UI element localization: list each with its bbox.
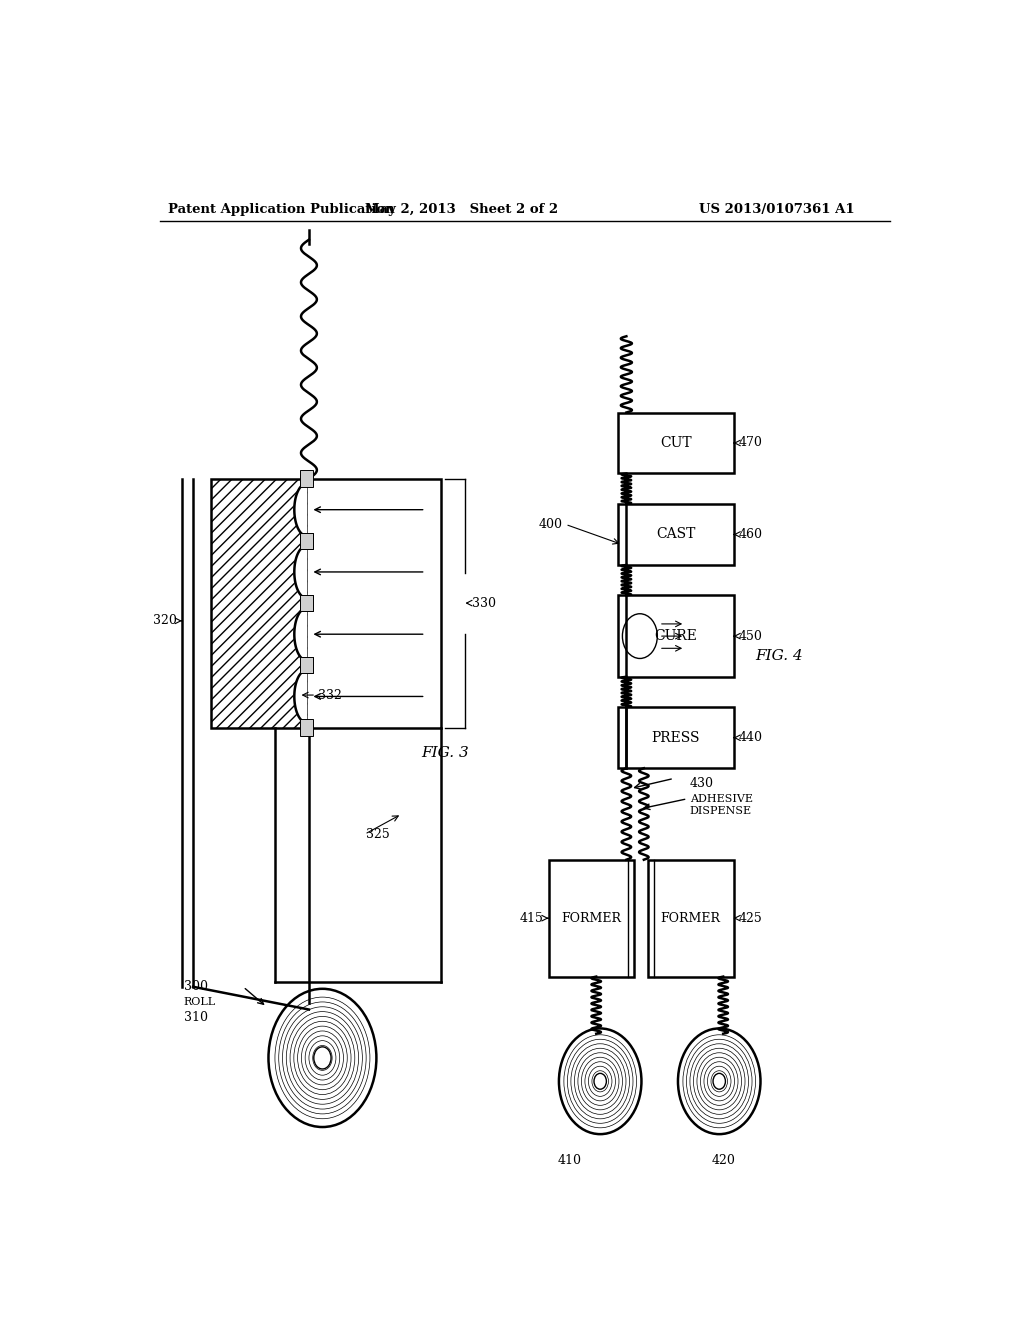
Text: 310: 310 [183, 1011, 208, 1024]
Text: ADHESIVE: ADHESIVE [690, 793, 753, 804]
Bar [300, 657, 313, 673]
Text: CUT: CUT [660, 436, 692, 450]
Text: PRESS: PRESS [651, 731, 700, 744]
Text: ROLL: ROLL [183, 997, 216, 1007]
Bar [300, 719, 313, 735]
Circle shape [713, 1073, 725, 1089]
Text: May 2, 2013   Sheet 2 of 2: May 2, 2013 Sheet 2 of 2 [365, 203, 558, 215]
Text: US 2013/0107361 A1: US 2013/0107361 A1 [699, 203, 855, 215]
Bar [300, 595, 313, 611]
Circle shape [594, 1073, 606, 1089]
Bar [618, 708, 733, 768]
Bar [648, 859, 733, 977]
Text: 440: 440 [739, 731, 763, 744]
Text: 332: 332 [318, 689, 342, 701]
Text: FIG. 3: FIG. 3 [422, 746, 469, 760]
Text: 420: 420 [712, 1155, 735, 1167]
Text: 425: 425 [739, 912, 763, 924]
Bar [618, 595, 733, 677]
Text: 430: 430 [690, 777, 714, 789]
Bar [300, 533, 313, 549]
Bar [211, 479, 306, 727]
Text: 410: 410 [557, 1155, 582, 1167]
Polygon shape [294, 479, 306, 541]
Bar [618, 413, 733, 474]
Polygon shape [294, 665, 306, 727]
Bar [618, 504, 733, 565]
Text: 325: 325 [367, 828, 390, 841]
Text: 300: 300 [183, 981, 208, 993]
Text: 415: 415 [520, 912, 544, 924]
Bar [300, 657, 313, 673]
Text: 400: 400 [539, 517, 563, 531]
Text: DISPENSE: DISPENSE [690, 807, 752, 816]
Bar [211, 479, 441, 727]
Text: 330: 330 [472, 597, 496, 610]
Bar [300, 595, 313, 611]
Polygon shape [294, 541, 306, 603]
Text: 450: 450 [739, 630, 763, 643]
Text: 470: 470 [739, 437, 763, 450]
Text: 320: 320 [154, 614, 177, 627]
Text: CAST: CAST [656, 528, 695, 541]
Text: CURE: CURE [654, 630, 697, 643]
Polygon shape [294, 603, 306, 665]
Text: Patent Application Publication: Patent Application Publication [168, 203, 394, 215]
Bar [549, 859, 634, 977]
Text: FORMER: FORMER [660, 912, 721, 924]
Circle shape [313, 1047, 331, 1069]
Text: 460: 460 [739, 528, 763, 541]
Text: FORMER: FORMER [561, 912, 622, 924]
Bar [300, 533, 313, 549]
Text: FIG. 4: FIG. 4 [755, 649, 803, 664]
Bar [300, 470, 313, 487]
